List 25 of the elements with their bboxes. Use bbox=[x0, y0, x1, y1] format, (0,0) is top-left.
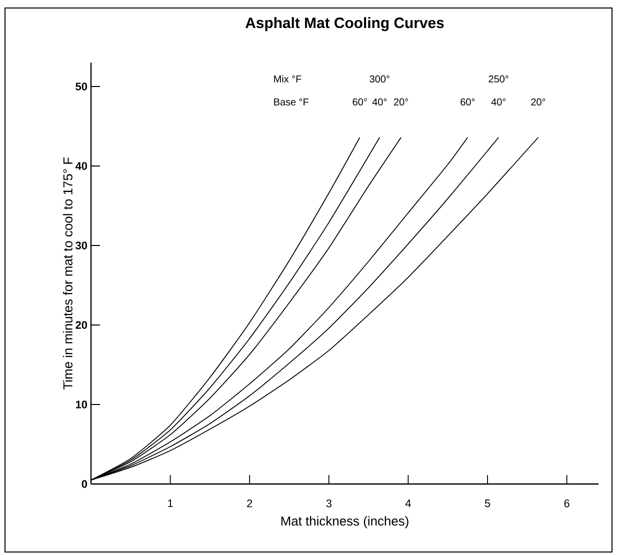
y-axis-title: Time in minutes for mat to cool to 175° F bbox=[62, 157, 72, 390]
text: 40° bbox=[372, 98, 387, 106]
y-tick-label: 10 bbox=[76, 400, 88, 408]
x-tick-label: 1 bbox=[168, 500, 173, 508]
text: 20° bbox=[531, 98, 546, 106]
text: 20° bbox=[394, 98, 408, 106]
x-tick-label: 2 bbox=[247, 500, 252, 508]
x-tick-label: 4 bbox=[405, 500, 411, 508]
annotation: 300° bbox=[370, 75, 390, 82]
y-tick-label: 50 bbox=[76, 82, 88, 90]
x-tick-label: 3 bbox=[326, 500, 332, 508]
chart-title: Asphalt Mat Cooling Curves bbox=[246, 17, 444, 32]
text: 60° bbox=[460, 98, 475, 106]
annotation: 250° bbox=[488, 75, 508, 82]
y-tick-label: 40 bbox=[75, 162, 88, 170]
text: 40° bbox=[491, 98, 506, 106]
annotation: Mix °F bbox=[274, 75, 302, 82]
text: 60° bbox=[352, 98, 367, 106]
y-tick-label: 0 bbox=[82, 480, 88, 488]
y-tick-label: 30 bbox=[76, 242, 88, 250]
x-tick-label: 5 bbox=[484, 500, 490, 508]
annotation: Base °F bbox=[274, 98, 308, 106]
x-axis-title: Mat thickness (inches) bbox=[281, 516, 408, 528]
x-tick-label: 6 bbox=[564, 500, 570, 508]
y-tick-label: 20 bbox=[76, 321, 88, 329]
